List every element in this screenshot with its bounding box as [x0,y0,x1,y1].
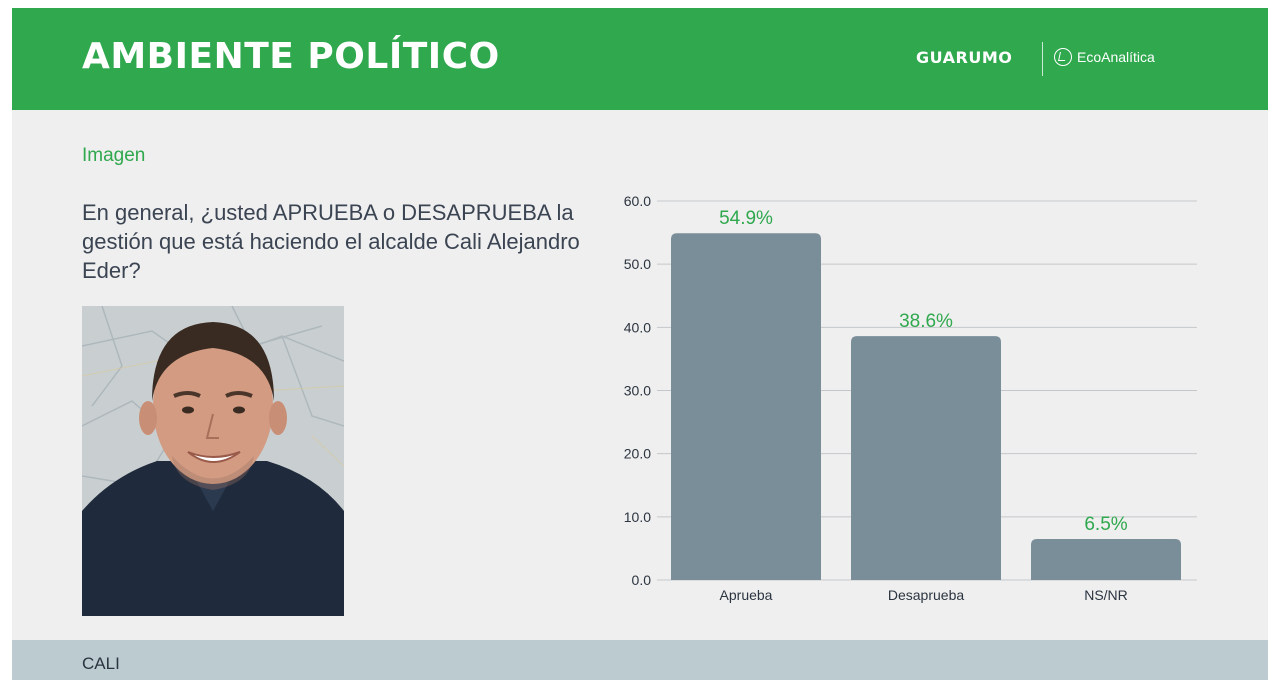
bar-desaprueba [851,336,1001,580]
brand-secondary-label: EcoAnalítica [1077,49,1155,65]
poll-slide: AMBIENTE POLÍTICO GUARUMO EcoAnalítica I… [12,8,1268,680]
ecoanalitica-icon [1054,48,1072,66]
bar-aprueba [671,233,821,580]
portrait-photo [82,306,344,616]
x-tick-label: Aprueba [720,587,773,603]
footer-bar: CALI [12,640,1268,680]
y-tick-label: 20.0 [624,446,651,462]
data-label: 38.6% [899,311,953,332]
y-tick-label: 0.0 [632,572,652,588]
page-title: AMBIENTE POLÍTICO [82,36,500,77]
data-label: 6.5% [1084,514,1127,535]
survey-question: En general, ¿usted APRUEBA o DESAPRUEBA … [82,200,580,283]
y-tick-label: 40.0 [624,319,651,335]
bar-ns-nr [1031,538,1181,580]
x-tick-label: NS/NR [1084,587,1128,603]
header-banner: AMBIENTE POLÍTICO GUARUMO EcoAnalítica [12,8,1268,110]
y-tick-label: 60.0 [624,193,651,209]
brand-logo-ecoanalitica: EcoAnalítica [1054,48,1155,66]
approval-bar-chart: 0.0 10.0 20.0 30.0 40.0 50.0 60.0 54.9% Aprueba 3… [624,193,1197,603]
section-label: Imagen [82,145,146,166]
x-tick-label: Desaprueba [888,587,964,603]
y-tick-label: 50.0 [624,256,651,272]
brand-divider [1042,42,1043,76]
y-tick-label: 10.0 [624,509,651,525]
data-label: 54.9% [719,208,773,229]
portrait-photo-illustration [82,306,344,616]
footer-city-label: CALI [82,654,120,673]
y-tick-label: 30.0 [624,383,651,399]
brand-logo-guarumo: GUARUMO [916,48,1013,67]
